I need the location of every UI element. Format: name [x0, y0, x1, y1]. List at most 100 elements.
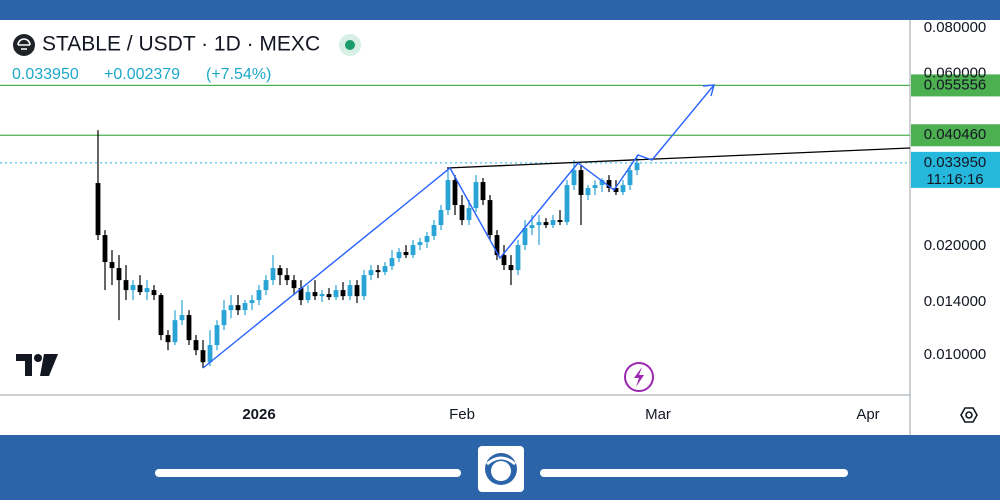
candle-body: [277, 268, 283, 276]
candle-body: [116, 268, 122, 281]
candle-body: [431, 225, 437, 237]
candle-body: [494, 235, 500, 256]
candle-body: [193, 340, 199, 351]
candle-body: [326, 294, 332, 298]
price-tag-label: 0.055556: [924, 76, 987, 93]
candle-body: [585, 188, 591, 196]
candle-body: [599, 180, 605, 186]
candle-body: [284, 275, 290, 281]
y-tick-label: 0.080000: [924, 19, 987, 36]
candle-body: [340, 290, 346, 297]
candle-body: [417, 242, 423, 246]
candle-body: [382, 266, 388, 273]
y-tick-label: 0.060000: [924, 64, 987, 81]
candle-body: [522, 228, 528, 246]
y-tick-label: 0.020000: [924, 237, 987, 254]
candle-body: [319, 294, 325, 297]
candle-body: [375, 270, 381, 273]
arrow-head: [702, 84, 715, 97]
candle-body: [620, 185, 626, 193]
symbol-icon-glyph: [17, 38, 31, 50]
candle-body: [263, 280, 269, 291]
candle-body: [627, 170, 633, 186]
candle-body: [480, 182, 486, 201]
candle-body: [361, 275, 367, 297]
candle-body: [137, 285, 143, 293]
header-change: +0.002379: [104, 66, 180, 83]
candle-body: [452, 180, 458, 206]
trend-line: [446, 147, 911, 169]
candle-body: [151, 290, 157, 296]
candle-body: [564, 185, 570, 223]
status-dot: [345, 40, 355, 50]
bottom-pill-left: [155, 469, 461, 477]
candle-body: [396, 252, 402, 259]
y-tick-label: 0.010000: [924, 346, 987, 363]
candle-body: [550, 220, 556, 226]
candle-body: [368, 270, 374, 276]
plot-area: [0, 84, 910, 369]
candle-body: [242, 303, 248, 311]
last-price-label: 0.033950: [924, 154, 987, 171]
candle-body: [144, 288, 150, 293]
candle-body: [291, 280, 297, 289]
price-tag: [911, 124, 1000, 147]
candle-body: [410, 245, 416, 256]
candle-body: [123, 280, 129, 291]
candle-body: [424, 236, 430, 243]
candle-body: [606, 180, 612, 189]
candle-body: [592, 185, 598, 189]
y-tick-label: 0.014000: [924, 293, 987, 310]
candle-body: [298, 288, 304, 301]
candle-body: [270, 268, 276, 281]
candle-body: [438, 210, 444, 226]
candle-body: [487, 200, 493, 236]
candle-body: [179, 315, 185, 321]
candle-body: [235, 305, 241, 311]
candle-body: [473, 182, 479, 209]
header-price: 0.033950: [12, 66, 79, 83]
candle-body: [354, 285, 360, 297]
candle-body: [459, 205, 465, 221]
x-tick-label: Feb: [449, 406, 475, 423]
price-tag: [911, 74, 1000, 97]
candle-body: [186, 315, 192, 341]
candle-body: [95, 183, 101, 236]
candle-body: [543, 222, 549, 226]
x-tick-label: Apr: [856, 406, 879, 423]
last-price-tag: [911, 151, 1000, 188]
candle-body: [109, 262, 115, 269]
candle-body: [228, 305, 234, 311]
price-tag-label: 0.040460: [924, 126, 987, 143]
candle-body: [536, 222, 542, 226]
candle-body: [515, 245, 521, 271]
candle-body: [200, 350, 206, 363]
candle-body: [445, 180, 451, 211]
candle-body: [312, 292, 318, 297]
candle-body: [347, 285, 353, 297]
x-tick-label: 2026: [242, 406, 275, 423]
candle-body: [305, 292, 311, 301]
candle-body: [158, 295, 164, 336]
candle-body: [466, 208, 472, 221]
candle-body: [214, 325, 220, 346]
candle-body: [102, 235, 108, 263]
bottom-pill-right: [540, 469, 848, 477]
lightning-icon[interactable]: [624, 362, 654, 392]
header-change-pct: (+7.54%): [206, 66, 271, 83]
candle-body: [557, 220, 563, 223]
candle-body: [130, 285, 136, 291]
candle-body: [403, 252, 409, 256]
bottom-logo[interactable]: [478, 446, 524, 492]
top-bar: [0, 0, 1000, 20]
candle-body: [578, 170, 584, 196]
candle-body: [501, 255, 507, 266]
x-tick-label: Mar: [645, 406, 671, 423]
candle-body: [571, 170, 577, 186]
candle-body: [529, 225, 535, 229]
settings-icon[interactable]: [960, 407, 978, 423]
